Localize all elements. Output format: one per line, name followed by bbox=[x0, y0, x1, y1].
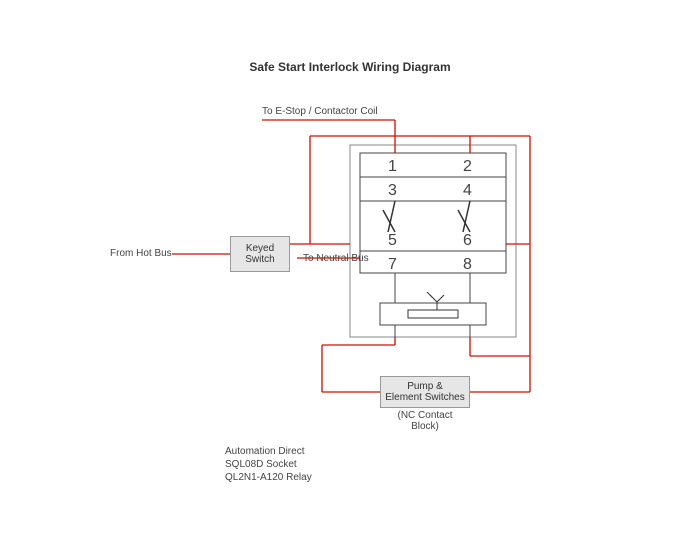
relay-coil-box bbox=[380, 303, 486, 325]
relay-inner-box bbox=[360, 153, 506, 273]
wiring bbox=[172, 120, 530, 392]
wiring-svg bbox=[0, 0, 700, 541]
relay-outer-box bbox=[350, 145, 516, 337]
